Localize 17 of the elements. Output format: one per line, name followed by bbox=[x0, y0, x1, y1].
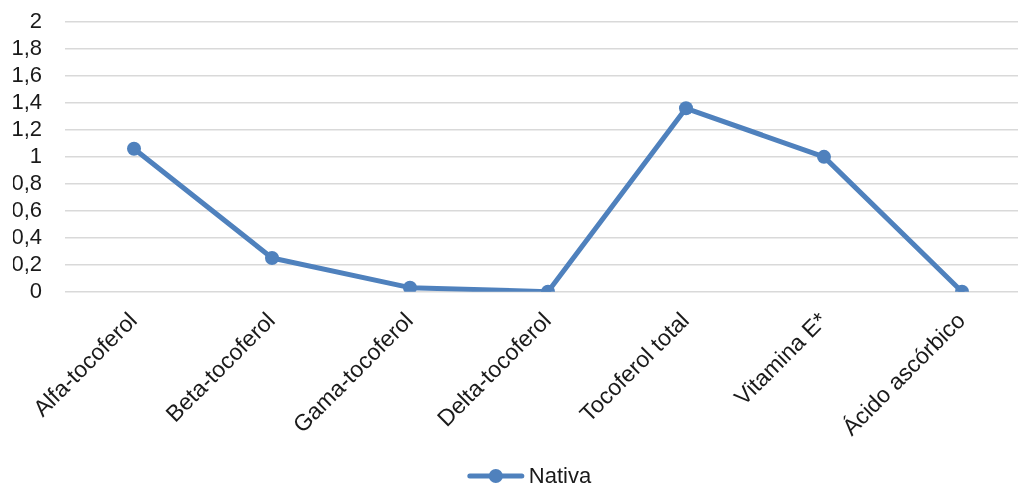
point bbox=[679, 101, 693, 116]
y-tick-label: 0,4 bbox=[11, 223, 42, 249]
y-tick-label: 1,8 bbox=[11, 35, 42, 61]
point bbox=[817, 149, 831, 164]
point bbox=[265, 250, 279, 265]
y-tick-label: 0,8 bbox=[11, 169, 42, 195]
point bbox=[403, 280, 417, 292]
y-tick-label: 2 bbox=[29, 8, 42, 34]
y-tick-label: 1,2 bbox=[11, 115, 42, 141]
y-tick-label: 0,6 bbox=[11, 196, 42, 222]
y-tick-label: 1,6 bbox=[11, 62, 42, 87]
y-tick-label: 1,4 bbox=[11, 88, 42, 114]
y-tick-label: 0,2 bbox=[11, 250, 42, 276]
point bbox=[127, 141, 141, 156]
legend-label: Nativa bbox=[528, 463, 592, 485]
y-tick-label: 1 bbox=[29, 142, 42, 168]
y-tick-label: 0 bbox=[29, 277, 42, 303]
